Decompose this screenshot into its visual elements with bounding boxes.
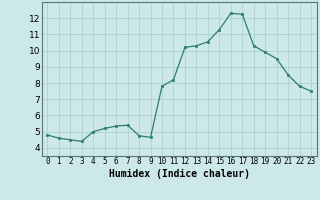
X-axis label: Humidex (Indice chaleur): Humidex (Indice chaleur) [109, 169, 250, 179]
